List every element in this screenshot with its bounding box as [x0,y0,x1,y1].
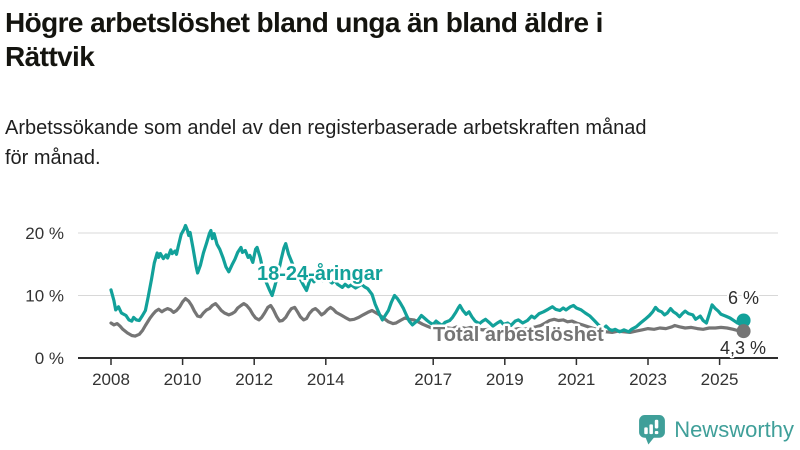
newsworthy-logo[interactable]: Newsworthy [638,414,794,445]
x-tick-label: 2021 [557,370,595,389]
y-tick-label: 10 % [25,287,64,306]
series-end-dots [736,313,751,339]
series-label-youth: 18-24-åringar [257,262,383,285]
x-tick-label: 2014 [307,370,345,389]
newsworthy-wordmark: Newsworthy [674,416,794,442]
y-tick-label: 20 % [25,224,64,243]
series-lines [109,223,746,338]
page-subtitle: Arbetssökande som andel av den registerb… [5,117,647,169]
end-dot-youth [736,313,751,328]
page-title: Högre arbetslöshet bland unga än bland ä… [5,7,603,73]
x-tick-label: 2019 [486,370,524,389]
x-tick-label: 2010 [164,370,202,389]
newsworthy-speech-bubble-icon [639,415,666,445]
end-value-total: 4,3 % [720,338,766,358]
x-tick-label: 2017 [414,370,452,389]
gridlines: 0 % 10 % 20 % [25,224,778,368]
series-label-total: Total arbetslöshet [433,324,604,346]
x-tick-label: 2025 [701,370,739,389]
series-line-youth [109,223,746,334]
end-value-youth: 6 % [728,288,759,308]
x-tick-label: 2023 [629,370,667,389]
x-axis: 2008 2010 2012 2014 2017 2019 2021 2023 2025 [78,357,778,389]
series-line-total [109,297,746,338]
end-dot-total [736,324,751,339]
x-tick-label: 2012 [235,370,273,389]
y-tick-label: 0 % [35,349,64,368]
x-tick-label: 2008 [92,370,130,389]
